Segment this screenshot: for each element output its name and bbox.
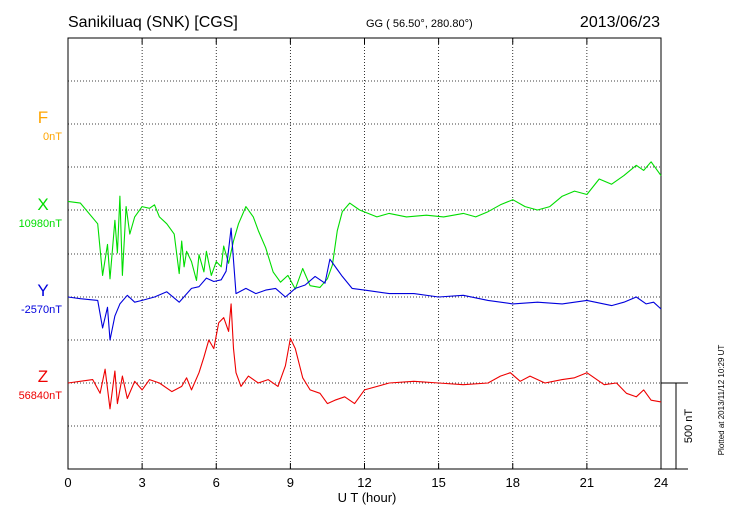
plotted-at-note: Plotted at 2013/11/12 10:29 UT — [717, 345, 726, 456]
scale-bar: 500 nT — [661, 382, 695, 470]
x-tick-label: 24 — [654, 475, 668, 490]
x-tick-label: 6 — [213, 475, 220, 490]
series-baseline-y: -2570nT — [21, 304, 62, 316]
x-tick-label: 12 — [357, 475, 371, 490]
series-line-z — [67, 303, 662, 410]
x-tick-label: 15 — [431, 475, 445, 490]
x-tick-label: 21 — [580, 475, 594, 490]
series-name-x: X — [37, 195, 48, 214]
series-baseline-x: 10980nT — [19, 218, 63, 230]
series-line-y — [67, 227, 662, 341]
x-tick-label: 0 — [64, 475, 71, 490]
x-tick-label: 9 — [287, 475, 294, 490]
x-axis-ticks: 0 3 6 9 12 15 18 21 24 — [64, 38, 668, 490]
scale-bar-label: 500 nT — [683, 409, 695, 444]
station-title: Sanikiluaq (SNK) [CGS] — [68, 14, 238, 31]
series-name-z: Z — [38, 367, 48, 386]
x-tick-label: 18 — [506, 475, 520, 490]
series-baseline-z: 56840nT — [19, 390, 63, 402]
date-label: 2013/06/23 — [580, 14, 660, 31]
x-axis-label: U T (hour) — [338, 490, 397, 505]
x-tick-label: 3 — [139, 475, 146, 490]
series-labels: F 0nT X 10980nT Y -2570nT Z 56840nT — [19, 108, 63, 402]
series-name-f: F — [38, 108, 48, 127]
series-name-y: Y — [37, 281, 48, 300]
series-line-x — [67, 161, 662, 290]
series-lines — [67, 161, 662, 410]
coordinates-label: GG ( 56.50°, 280.80°) — [366, 18, 473, 30]
series-baseline-f: 0nT — [43, 131, 62, 143]
grid-lines — [68, 38, 661, 469]
